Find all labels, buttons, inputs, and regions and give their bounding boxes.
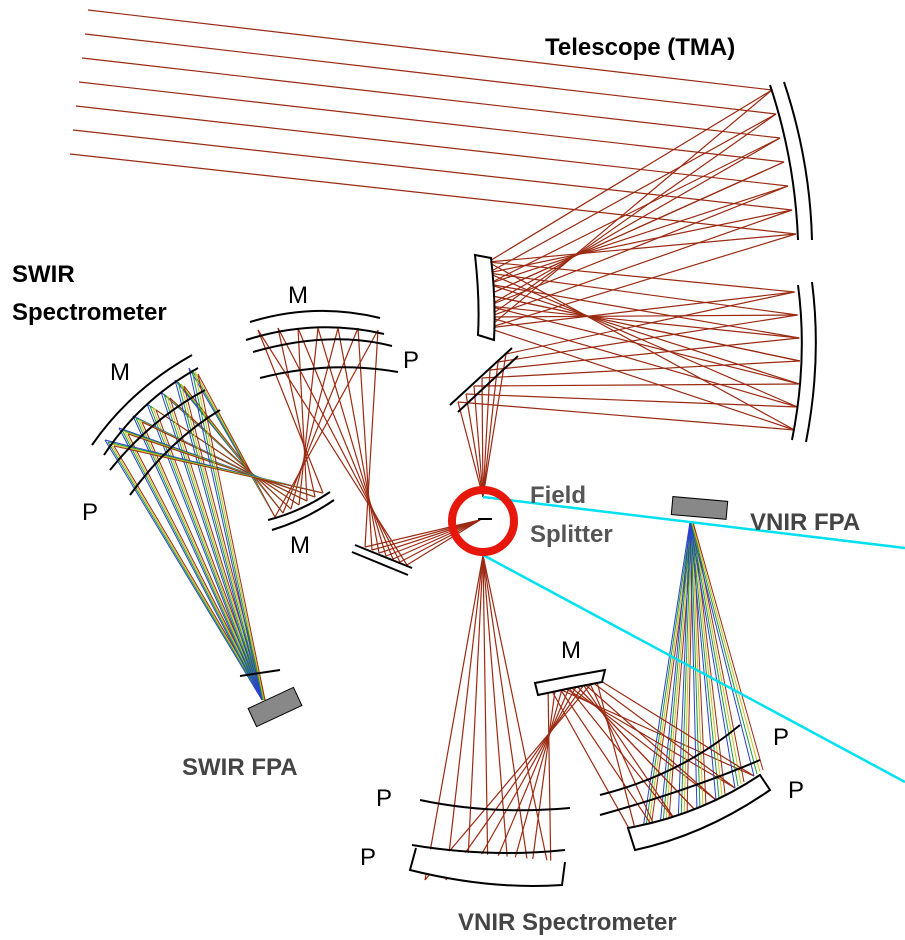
ray — [189, 368, 262, 700]
ray — [556, 683, 735, 788]
vnir-fpa — [671, 497, 727, 520]
ray — [488, 295, 800, 361]
element-label: P — [773, 724, 789, 751]
ray — [111, 444, 264, 700]
element-label: M — [290, 532, 310, 559]
element-label: M — [561, 637, 581, 664]
ray — [278, 328, 400, 562]
ray — [400, 520, 480, 562]
label: SWIR FPA — [182, 754, 298, 781]
label: Field — [530, 482, 586, 509]
ray — [458, 402, 795, 430]
ray — [79, 82, 784, 162]
ray — [82, 58, 780, 138]
tertiary-mirror — [806, 282, 816, 442]
ray — [474, 384, 799, 386]
ray — [147, 404, 262, 700]
ray — [691, 522, 757, 774]
ray — [596, 678, 640, 848]
label: VNIR FPA — [750, 509, 860, 536]
ray — [466, 394, 483, 497]
ray — [258, 330, 323, 493]
element-label: P — [82, 499, 98, 526]
label: Splitter — [530, 521, 613, 548]
element-label: M — [288, 282, 308, 309]
ray — [548, 684, 754, 776]
ray — [488, 306, 799, 384]
ray — [393, 520, 480, 559]
label: VNIR Spectrometer — [458, 909, 677, 936]
element-label: P — [376, 785, 392, 812]
element-label: P — [360, 844, 376, 871]
ray — [548, 684, 640, 848]
ray — [446, 555, 483, 880]
ray — [488, 317, 798, 407]
label: Spectrometer — [12, 299, 167, 326]
vnir-prism — [412, 800, 570, 853]
ray — [407, 520, 480, 565]
ray — [483, 555, 551, 880]
ray — [150, 406, 263, 700]
tertiary-mirror — [792, 285, 802, 440]
ray — [490, 338, 799, 370]
rays — [70, 10, 800, 880]
ray — [298, 328, 393, 559]
ray — [488, 90, 772, 262]
element-label: P — [788, 777, 804, 804]
ray — [488, 138, 780, 284]
ray — [258, 330, 407, 565]
ray — [76, 106, 788, 186]
swir-fpa — [248, 687, 302, 726]
field-splitter-highlight — [452, 490, 514, 552]
element-label: P — [403, 347, 419, 374]
label: SWIR — [12, 261, 75, 288]
swir-mirror — [246, 311, 384, 340]
secondary-mirror — [475, 255, 495, 340]
ray — [488, 315, 798, 317]
ray — [488, 273, 798, 407]
label: Telescope (TMA) — [545, 34, 735, 61]
ray — [483, 555, 530, 880]
ray — [588, 679, 659, 836]
optical-diagram: Telescope (TMA) SWIR Spectrometer Field … — [0, 0, 905, 940]
element-label: M — [110, 359, 130, 386]
primary-mirror — [784, 82, 812, 240]
ray — [175, 380, 262, 700]
ray — [466, 394, 798, 407]
ray — [580, 680, 678, 824]
ray — [108, 442, 263, 700]
ray — [73, 130, 792, 210]
ray — [195, 372, 264, 700]
ray — [425, 555, 483, 880]
ray — [70, 154, 796, 234]
